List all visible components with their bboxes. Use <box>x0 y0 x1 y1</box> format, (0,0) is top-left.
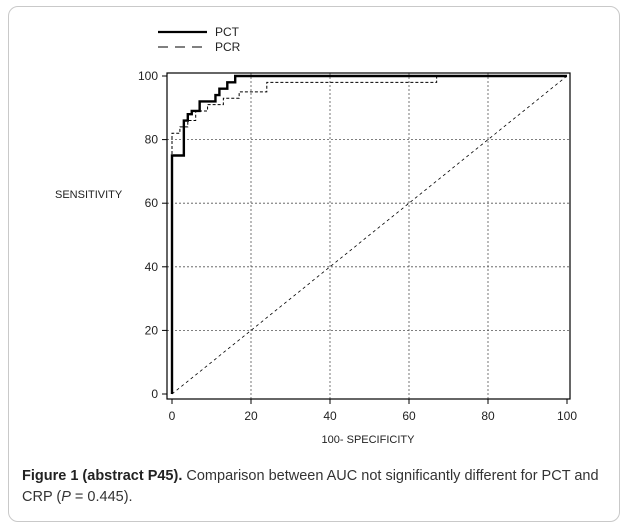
y-tick-label-5: 100 <box>138 69 158 83</box>
x-tick-label-3: 60 <box>402 409 416 423</box>
x-tick-label-2: 40 <box>323 409 337 423</box>
series-pct-line <box>170 74 567 394</box>
y-tick-label-1: 20 <box>145 323 159 337</box>
series-pcr-line <box>171 75 567 394</box>
x-tick-label-5: 100 <box>557 409 577 423</box>
y-tick-label-0: 0 <box>151 387 158 401</box>
caption-p: P <box>61 489 71 505</box>
plot-border <box>166 72 571 400</box>
caption-title: Figure 1 (abstract P45). <box>22 468 183 484</box>
legend-label-pct: PCT <box>215 25 240 39</box>
x-tick-label-0: 0 <box>169 409 176 423</box>
y-tick-label-4: 80 <box>145 133 159 147</box>
figure-frame <box>8 6 620 522</box>
caption-text-end: = 0.445). <box>70 489 133 505</box>
figure-caption: Figure 1 (abstract P45). Comparison betw… <box>22 466 607 508</box>
x-tick-label-1: 20 <box>244 409 258 423</box>
y-tick-label-3: 60 <box>145 196 159 210</box>
caption-text: Comparison between AUC not significantly… <box>22 468 599 505</box>
x-tick-label-4: 80 <box>481 409 495 423</box>
legend-label-pcr: PCR <box>215 40 241 54</box>
grid <box>167 73 570 399</box>
tick-labels: 0 20 40 60 80 100 0 20 40 60 80 100 <box>138 69 577 423</box>
y-tick-label-2: 40 <box>145 260 159 274</box>
x-axis-label: 100- SPECIFICITY <box>322 434 416 446</box>
diagonal-reference-line <box>171 75 568 395</box>
series-layer <box>170 74 568 395</box>
y-axis-label: SENSITIVITY <box>55 189 123 201</box>
